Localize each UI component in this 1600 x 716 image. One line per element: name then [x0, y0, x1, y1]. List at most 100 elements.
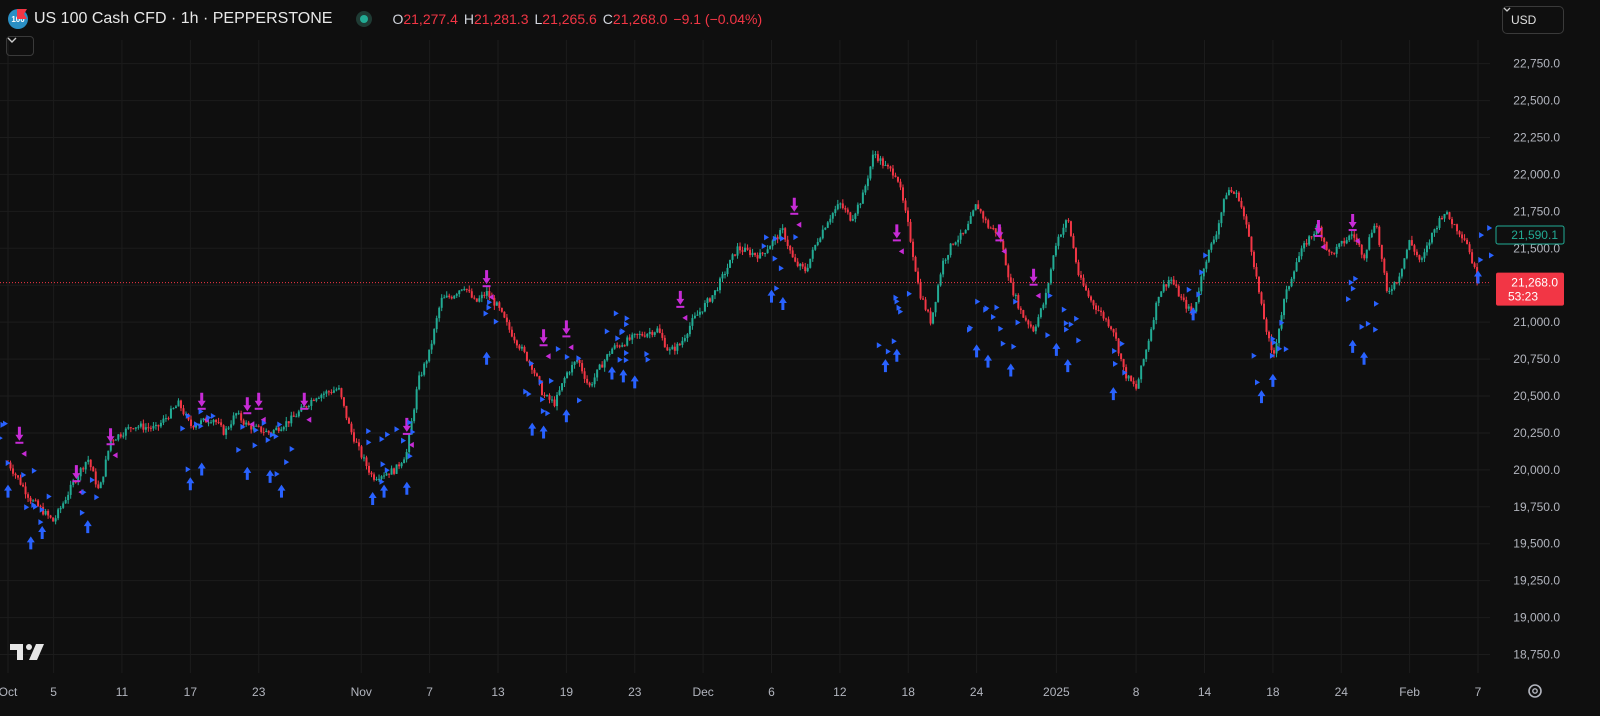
candle-body — [383, 475, 386, 477]
candle-body — [1110, 326, 1113, 330]
candle-body — [405, 452, 408, 460]
candle-body — [350, 423, 353, 433]
candle-body — [157, 424, 160, 427]
candle-body — [1057, 236, 1060, 246]
candle-body — [538, 376, 541, 382]
candle-body — [1172, 279, 1175, 285]
candle-body — [849, 212, 852, 221]
candle-body — [510, 329, 513, 337]
candle-body — [929, 311, 932, 324]
candle-body — [907, 210, 910, 222]
candle-body — [438, 307, 441, 319]
candle-body — [1095, 305, 1098, 310]
candle-body — [275, 427, 278, 431]
sell-signal-triangle — [21, 450, 27, 457]
buy-signal-triangle — [1373, 326, 1379, 333]
y-axis-tick-label: 21,000.0 — [1513, 315, 1560, 329]
candle-body — [1019, 308, 1022, 311]
sell-signal-triangle — [568, 344, 574, 351]
candle-body — [701, 311, 704, 313]
sell-signal-arrow — [72, 465, 81, 480]
flag-icon[interactable] — [16, 8, 28, 20]
candle-body — [789, 245, 792, 251]
sell-signal-arrow — [995, 224, 1004, 239]
candle-body — [1004, 249, 1007, 266]
x-axis-tick-label: 23 — [628, 685, 642, 699]
candle-body — [77, 476, 80, 483]
candle-body — [909, 221, 912, 242]
sell-signal-arrow — [482, 270, 491, 285]
candle-body — [1147, 340, 1150, 350]
sell-signal-arrow — [676, 290, 685, 305]
buy-signal-arrow — [266, 469, 275, 483]
candle-body — [408, 434, 411, 453]
buy-signal-triangle — [876, 342, 882, 349]
candle-body — [129, 427, 132, 429]
candle-body — [1368, 237, 1371, 250]
candle-body — [1155, 302, 1158, 321]
candle-body — [119, 434, 122, 437]
candle-body — [1257, 276, 1260, 293]
candle-body — [1215, 234, 1218, 240]
candle-body — [450, 297, 453, 299]
buy-signal-arrow — [1257, 390, 1266, 404]
candle-body — [917, 271, 920, 283]
gear-icon[interactable] — [1526, 682, 1544, 700]
buy-signal-triangle — [772, 235, 778, 242]
buy-signal-arrow — [619, 369, 628, 383]
chart-title[interactable]: US 100 Cash CFD · 1h · PEPPERSTONE — [34, 10, 333, 27]
candle-body — [215, 419, 218, 423]
candle-body — [776, 236, 779, 240]
candle-body — [553, 399, 556, 407]
candle-body — [154, 424, 157, 427]
ohlc-low-value: 21,265.6 — [542, 11, 597, 27]
currency-selector[interactable]: USD — [1502, 6, 1564, 34]
candle-body — [558, 390, 561, 395]
candle-body — [423, 363, 426, 375]
y-axis-tick-label: 20,500.0 — [1513, 389, 1560, 403]
candle-body — [1463, 238, 1466, 240]
candle-body — [891, 168, 894, 176]
candle-body — [247, 422, 250, 426]
buy-signal-triangle — [487, 299, 493, 306]
buy-signal-triangle — [198, 408, 204, 415]
sell-signal-bar — [562, 335, 571, 338]
buy-signal-arrow — [1109, 387, 1118, 401]
sell-signal-bar — [1314, 234, 1323, 237]
buy-signal-triangle — [1346, 296, 1352, 303]
buy-signal-triangle — [1074, 315, 1080, 322]
buy-signal-triangle — [891, 338, 897, 345]
candle-body — [1333, 252, 1336, 254]
candle-body — [1160, 291, 1163, 297]
ohlc-low-key: L — [534, 11, 543, 27]
candle-body — [1240, 200, 1243, 208]
buy-signal-triangle — [483, 310, 489, 317]
candle-body — [420, 374, 423, 376]
candle-body — [678, 343, 681, 345]
sell-signal-arrow — [197, 392, 206, 407]
y-axis-tick-label: 21,750.0 — [1513, 204, 1560, 218]
candle-body — [428, 349, 431, 362]
candle-body — [1348, 235, 1351, 241]
candle-body — [1022, 310, 1025, 318]
candle-body — [851, 218, 854, 221]
candle-body — [1418, 255, 1421, 260]
buy-signal-triangle — [407, 453, 413, 460]
candle-body — [167, 418, 170, 420]
candle-body — [448, 295, 451, 298]
collapse-legend-button[interactable] — [6, 36, 34, 56]
candle-body — [1047, 283, 1050, 293]
tradingview-logo[interactable] — [10, 644, 44, 660]
chevron-down-icon — [1503, 7, 1511, 12]
candle-body — [1260, 292, 1263, 304]
buy-signal-arrow — [186, 477, 195, 491]
candle-body — [190, 419, 193, 426]
candle-body — [1428, 242, 1431, 246]
candle-body — [681, 340, 684, 345]
ohlc-open-value: 21,277.4 — [403, 11, 458, 27]
candle-body — [739, 246, 742, 251]
candle-body — [754, 252, 757, 256]
buy-signal-triangle — [778, 265, 784, 272]
